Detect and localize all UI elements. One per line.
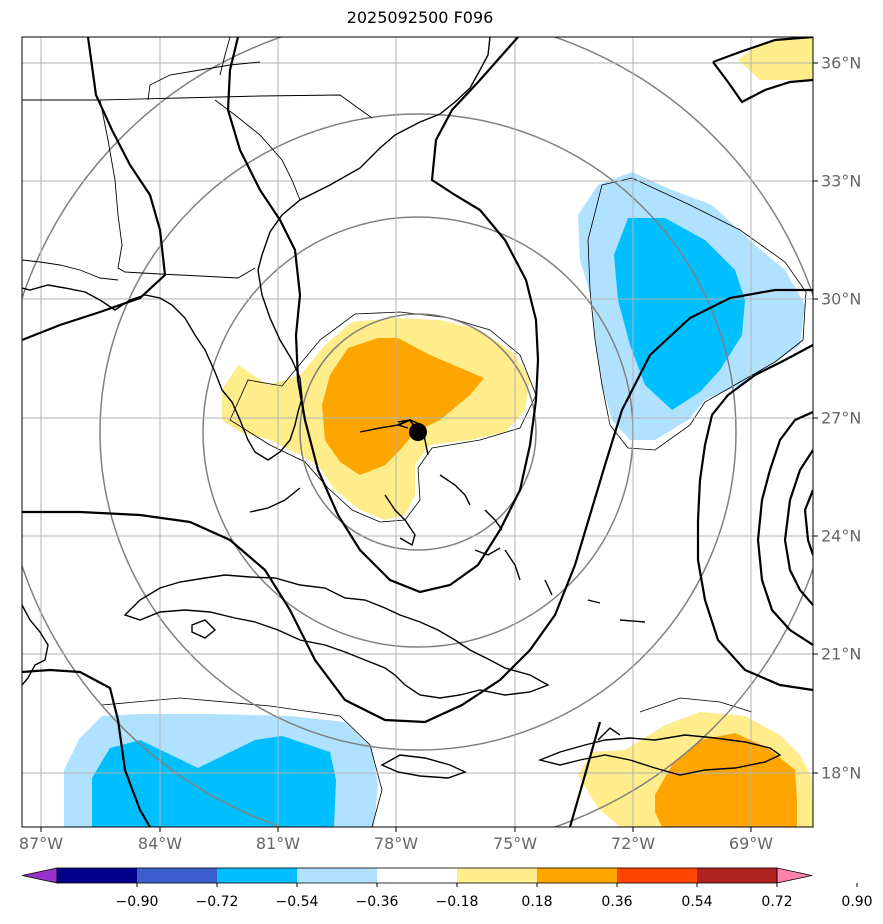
map-title: 2025092500 F096: [346, 8, 494, 27]
positive-anomaly-mid-se: [655, 733, 797, 827]
colorbar-tick-label: 0.36: [601, 894, 633, 910]
lon-label: 75°W: [492, 834, 538, 853]
colorbar-segment: [137, 868, 217, 883]
colorbar-frame: [56, 867, 778, 884]
range-rings: [22, 37, 813, 827]
colorbar-segment: [457, 868, 537, 883]
colorbar-segment: [697, 868, 777, 883]
lat-label: 27°N: [821, 408, 862, 428]
lat-label: 33°N: [821, 171, 862, 191]
colorbar-tick-label: 0.72: [761, 894, 793, 910]
colorbar-extend-low: [21, 867, 58, 884]
lon-label: 84°W: [137, 834, 183, 853]
colorbar-tick-label: −0.72: [195, 894, 239, 910]
lon-label: 72°W: [610, 834, 656, 853]
colorbar-tick-label: −0.18: [435, 894, 479, 910]
positive-anomaly-light-ne-corner: [738, 37, 813, 80]
colorbar-segment: [617, 868, 697, 883]
lat-label: 36°N: [821, 53, 862, 73]
lon-label: 87°W: [18, 834, 64, 853]
colorbar-tick-label: 0.54: [681, 894, 713, 910]
colorbar-extend-high: [776, 867, 813, 884]
colorbar-segment: [377, 868, 457, 883]
map-panel: [21, 36, 818, 832]
lon-label: 69°W: [728, 834, 774, 853]
storm-center-marker: [397, 418, 427, 441]
tick-marks: [40, 62, 818, 832]
lon-label: 81°W: [255, 834, 301, 853]
lat-label: 30°N: [821, 289, 862, 309]
positive-anomaly-mid-center: [322, 338, 484, 475]
state-borders: [22, 37, 373, 281]
colorbar: [21, 867, 858, 887]
map-frame: [21, 36, 814, 828]
thin-contours: [101, 177, 807, 827]
colorbar-segment: [217, 868, 297, 883]
lat-label: 18°N: [821, 763, 862, 783]
gridlines: [22, 37, 813, 827]
shaded-fields: [64, 37, 813, 827]
colorbar-tick-label: 0.18: [521, 894, 553, 910]
colorbar-tick-label: −0.90: [115, 894, 159, 910]
colorbar-tick-label: −0.36: [355, 894, 399, 910]
colorbar-segment: [57, 868, 137, 883]
thick-contours: [22, 37, 813, 827]
colorbar-tick-label: 0.90: [841, 894, 873, 910]
colorbar-tick-label: −0.54: [275, 894, 319, 910]
lat-label: 24°N: [821, 526, 862, 546]
lon-label: 78°W: [373, 834, 419, 853]
colorbar-segment: [537, 868, 617, 883]
colorbar-segment: [297, 868, 377, 883]
negative-anomaly-mid-sw: [92, 736, 336, 827]
lat-label: 21°N: [821, 644, 862, 664]
